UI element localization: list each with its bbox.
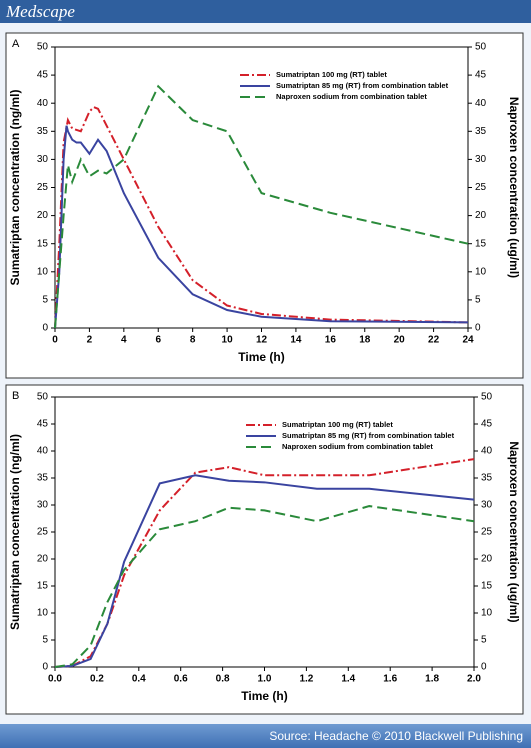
x-tick-label: 6 (155, 335, 161, 346)
x-tick-label: 1.8 (425, 674, 439, 685)
x-tick-label: 12 (256, 335, 268, 346)
y-tick-label: 0 (42, 662, 48, 673)
x-tick-label: 1.2 (299, 674, 313, 685)
legend-label: Sumatriptan 100 mg (RT) tablet (276, 70, 387, 79)
y2-axis-label: Naproxen concentration (ug/ml) (507, 441, 521, 622)
y2-tick-label: 10 (481, 608, 493, 619)
y-tick-label: 25 (37, 527, 49, 538)
source: Source: Headache © 2010 Blackwell Publis… (269, 729, 523, 743)
x-tick-label: 8 (190, 335, 196, 346)
y2-tick-label: 45 (481, 419, 493, 430)
y2-tick-label: 15 (475, 238, 487, 249)
x-tick-label: 0.4 (132, 674, 146, 685)
y2-tick-label: 15 (481, 581, 493, 592)
x-tick-label: 0.0 (48, 674, 62, 685)
y-tick-label: 10 (37, 266, 49, 277)
y-tick-label: 45 (37, 70, 49, 81)
y2-tick-label: 45 (475, 70, 487, 81)
x-tick-label: 0.6 (174, 674, 188, 685)
y-tick-label: 20 (37, 210, 49, 221)
y2-tick-label: 50 (481, 392, 493, 403)
panel-label: B (12, 390, 19, 402)
series-line (54, 125, 469, 329)
panel-label: A (12, 38, 20, 50)
y-axis-label: Sumatriptan concentration (ng/ml) (8, 89, 22, 285)
y-tick-label: 25 (37, 182, 49, 193)
y-axis-label: Sumatriptan concentration (ng/ml) (8, 434, 22, 630)
x-tick-label: 0.2 (90, 674, 104, 685)
legend-label: Naproxen sodium from combination tablet (276, 92, 427, 101)
header: Medscape (0, 0, 531, 23)
y-tick-label: 40 (37, 98, 49, 109)
charts: A051015202530354045500510152025303540455… (5, 32, 524, 715)
y2-tick-label: 5 (481, 635, 487, 646)
y2-tick-label: 0 (481, 662, 487, 673)
y-tick-label: 20 (37, 554, 49, 565)
y-tick-label: 50 (37, 392, 49, 403)
y2-tick-label: 25 (481, 527, 493, 538)
y2-tick-label: 0 (475, 323, 481, 334)
y2-tick-label: 5 (475, 295, 481, 306)
y2-axis-label: Naproxen concentration (ug/ml) (507, 97, 521, 278)
y-tick-label: 10 (37, 608, 49, 619)
y2-tick-label: 30 (481, 500, 493, 511)
x-tick-label: 1.4 (341, 674, 355, 685)
x-tick-label: 10 (222, 335, 234, 346)
y-tick-label: 45 (37, 419, 49, 430)
x-axis-label: Time (h) (241, 689, 287, 703)
x-tick-label: 4 (121, 335, 127, 346)
y-tick-label: 5 (42, 635, 48, 646)
x-tick-label: 0 (52, 335, 58, 346)
y-tick-label: 15 (37, 238, 49, 249)
legend-label: Naproxen sodium from combination tablet (282, 442, 433, 451)
x-tick-label: 22 (428, 335, 440, 346)
x-tick-label: 18 (359, 335, 371, 346)
y2-tick-label: 30 (475, 154, 487, 165)
y2-tick-label: 10 (475, 266, 487, 277)
y2-tick-label: 40 (475, 98, 487, 109)
x-tick-label: 1.6 (383, 674, 397, 685)
y2-tick-label: 35 (481, 473, 493, 484)
brand: Medscape (6, 2, 75, 21)
y2-tick-label: 20 (475, 210, 487, 221)
y2-tick-label: 25 (475, 182, 487, 193)
x-tick-label: 16 (325, 335, 337, 346)
y-tick-label: 30 (37, 154, 49, 165)
legend-label: Sumatriptan 85 mg (RT) from combination … (282, 431, 455, 440)
x-tick-label: 2 (87, 335, 93, 346)
y-tick-label: 40 (37, 446, 49, 457)
x-axis-label: Time (h) (238, 350, 284, 364)
series-line (54, 458, 475, 668)
x-tick-label: 0.8 (216, 674, 230, 685)
series-line (54, 84, 469, 329)
panel-frame (5, 32, 524, 379)
x-tick-label: 14 (290, 335, 302, 346)
legend-label: Sumatriptan 85 mg (RT) from combination … (276, 81, 449, 90)
panel-frame (5, 384, 524, 715)
y2-tick-label: 35 (475, 126, 487, 137)
y-tick-label: 30 (37, 500, 49, 511)
y-tick-label: 35 (37, 473, 49, 484)
series-line (54, 505, 475, 668)
y-tick-label: 5 (42, 295, 48, 306)
x-tick-label: 20 (394, 335, 406, 346)
y2-tick-label: 50 (475, 42, 487, 53)
x-tick-label: 1.0 (258, 674, 272, 685)
series-line (54, 474, 475, 668)
y2-tick-label: 20 (481, 554, 493, 565)
y2-tick-label: 40 (481, 446, 493, 457)
y-tick-label: 0 (42, 323, 48, 334)
x-tick-label: 24 (462, 335, 474, 346)
footer: Source: Headache © 2010 Blackwell Publis… (0, 724, 531, 748)
legend-label: Sumatriptan 100 mg (RT) tablet (282, 420, 393, 429)
x-tick-label: 2.0 (467, 674, 481, 685)
y-tick-label: 15 (37, 581, 49, 592)
y-tick-label: 50 (37, 42, 49, 53)
y-tick-label: 35 (37, 126, 49, 137)
